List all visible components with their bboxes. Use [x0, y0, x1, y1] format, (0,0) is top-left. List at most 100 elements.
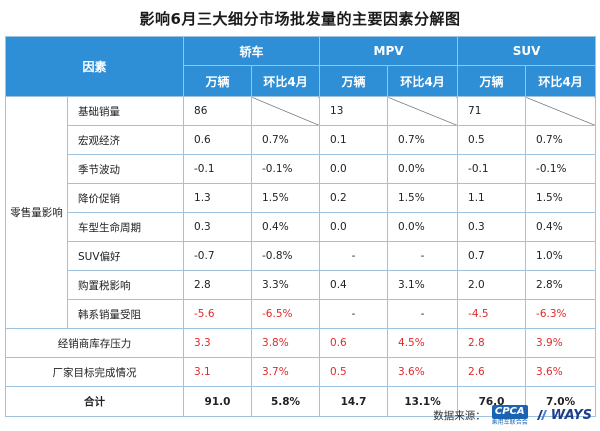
table-row: 降价促销 1.3 1.5% 0.2 1.5% 1.1 1.5%: [6, 183, 597, 213]
total-value: 14.7: [319, 386, 389, 417]
cell-value: -0.7: [183, 241, 253, 271]
cell-value: -0.1: [183, 154, 253, 184]
ways-logo-text: WAYS: [550, 407, 592, 423]
factor-label: 韩系销量受阻: [66, 299, 185, 329]
table-row-total: 合计 91.0 5.8% 14.7 13.1% 76.0 7.0%: [4, 386, 597, 417]
cell-value: -0.1%: [525, 154, 597, 184]
cell-value-highlight: 3.8%: [251, 328, 321, 358]
cell-empty-diagonal: [251, 96, 321, 126]
cell-empty-diagonal: [525, 96, 597, 126]
factor-label: 基础销量: [66, 96, 185, 126]
table-row: 韩系销量受阻 -5.6 -6.5% - - -4.5 -6.3%: [6, 299, 597, 329]
cell-value: 0.4: [319, 270, 389, 300]
cell-value-highlight: 3.9%: [525, 328, 597, 358]
group-header-suv: SUV: [457, 36, 597, 66]
cell-value-highlight: 3.6%: [525, 357, 597, 387]
cell-value: -: [387, 299, 459, 329]
cell-empty-diagonal: [387, 96, 459, 126]
cell-value-highlight: 2.6: [457, 357, 527, 387]
cell-value: 0.2: [319, 183, 389, 213]
table-row: 车型生命周期 0.3 0.4% 0.0 0.0% 0.3 0.4%: [6, 212, 597, 242]
group-header-mpv: MPV: [319, 36, 459, 66]
ways-logo: WAYS: [534, 408, 592, 423]
cell-value-highlight: 0.5: [319, 357, 389, 387]
cell-value: 2.8: [183, 270, 253, 300]
cell-value-highlight: 4.5%: [387, 328, 459, 358]
cell-value: 0.3: [457, 212, 527, 242]
cell-value: -: [319, 241, 389, 271]
cell-value: 2.0: [457, 270, 527, 300]
cpca-logo-subtext: 乘用车联合会: [491, 418, 528, 426]
cell-value: 2.8%: [525, 270, 597, 300]
sub-header-mom: 环比4月: [387, 65, 459, 97]
factor-label: 经销商库存压力: [4, 328, 185, 358]
cpca-logo: CPCA 乘用车联合会: [491, 404, 528, 426]
cell-value: 13: [319, 96, 389, 126]
table-row: 季节波动 -0.1 -0.1% 0.0 0.0% -0.1 -0.1%: [6, 154, 597, 184]
cell-value-highlight: -4.5: [457, 299, 527, 329]
cell-value-highlight: -6.5%: [251, 299, 321, 329]
total-label: 合计: [4, 386, 185, 417]
cell-value-highlight: 3.1: [183, 357, 253, 387]
factor-label: 宏观经济: [66, 125, 185, 155]
cell-value-highlight: 2.8: [457, 328, 527, 358]
total-value: 5.8%: [251, 386, 321, 417]
cell-value: 0.0%: [387, 154, 459, 184]
factor-label: 车型生命周期: [66, 212, 185, 242]
cell-value: -0.1: [457, 154, 527, 184]
cell-value-highlight: -5.6: [183, 299, 253, 329]
cell-value: 86: [183, 96, 253, 126]
cell-value: 3.1%: [387, 270, 459, 300]
cell-value: 0.3: [183, 212, 253, 242]
sub-header-units: 万辆: [457, 65, 527, 97]
cell-value: 0.4%: [251, 212, 321, 242]
cell-value-highlight: -6.3%: [525, 299, 597, 329]
factor-label: 季节波动: [66, 154, 185, 184]
cell-value: 0.1: [319, 125, 389, 155]
cell-value: 1.0%: [525, 241, 597, 271]
cell-value: 0.4%: [525, 212, 597, 242]
cell-value: 1.3: [183, 183, 253, 213]
cell-value: 3.3%: [251, 270, 321, 300]
cell-value: -: [387, 241, 459, 271]
table-row: 零售量影响 基础销量 86 13 71: [5, 96, 597, 329]
factor-table: 因素 轿车 MPV SUV 万辆 环比4月 万辆 环比4月 万辆 环比4月 零售…: [4, 36, 597, 417]
cell-value-highlight: 0.6: [319, 328, 389, 358]
total-value: 91.0: [183, 386, 253, 417]
cell-value: -: [319, 299, 389, 329]
factor-label: 厂家目标完成情况: [4, 357, 185, 387]
data-source: 数据来源： CPCA 乘用车联合会 WAYS: [433, 404, 592, 426]
cell-value: 1.5%: [251, 183, 321, 213]
cpca-logo-mark: CPCA: [491, 404, 528, 419]
cell-value: 0.5: [457, 125, 527, 155]
factor-label: 降价促销: [66, 183, 185, 213]
cell-value: 0.7%: [525, 125, 597, 155]
cell-value: 71: [457, 96, 527, 126]
cell-value: -0.8%: [251, 241, 321, 271]
cell-value: -0.1%: [251, 154, 321, 184]
cell-value: 1.1: [457, 183, 527, 213]
factor-header: 因素: [4, 36, 185, 97]
source-label: 数据来源：: [433, 409, 486, 422]
sub-header-units: 万辆: [319, 65, 389, 97]
group-label-retail: 零售量影响: [5, 96, 68, 329]
cell-value: 0.7: [457, 241, 527, 271]
cell-value: 0.0: [319, 154, 389, 184]
group-header-sedan: 轿车: [183, 36, 321, 66]
table-row: 经销商库存压力 3.3 3.8% 0.6 4.5% 2.8 3.9%: [4, 328, 597, 358]
sub-header-units: 万辆: [183, 65, 253, 97]
table-row: 宏观经济 0.6 0.7% 0.1 0.7% 0.5 0.7%: [6, 125, 597, 155]
cell-value: 0.0: [319, 212, 389, 242]
cell-value: 1.5%: [525, 183, 597, 213]
cell-value: 0.0%: [387, 212, 459, 242]
total-value: 7.0%: [525, 386, 597, 417]
table-row: 购置税影响 2.8 3.3% 0.4 3.1% 2.0 2.8%: [6, 270, 597, 300]
cell-value-highlight: 3.3: [183, 328, 253, 358]
factor-label: SUV偏好: [66, 241, 185, 271]
cell-value: 0.7%: [251, 125, 321, 155]
sub-header-mom: 环比4月: [251, 65, 321, 97]
sub-header-mom: 环比4月: [525, 65, 597, 97]
cell-value-highlight: 3.7%: [251, 357, 321, 387]
cell-value: 0.7%: [387, 125, 459, 155]
factor-label: 购置税影响: [66, 270, 185, 300]
